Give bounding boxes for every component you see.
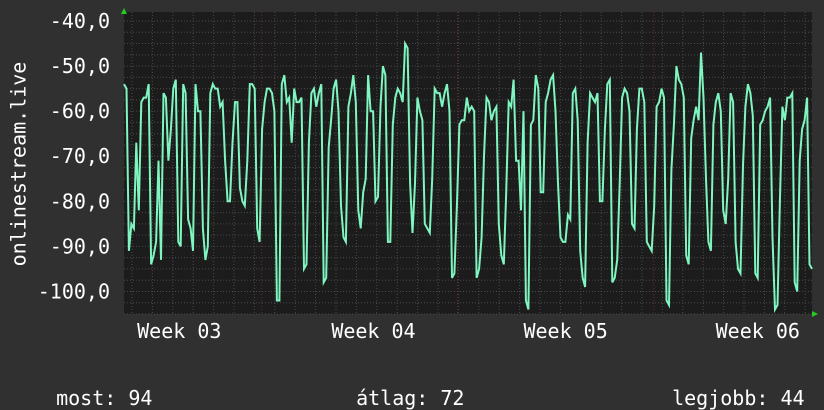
stat-current: most: 94 (32, 362, 152, 410)
x-tick-label: Week 04 (331, 319, 415, 343)
y-tick-label: -90,0 (50, 234, 110, 258)
y-axis-arrow (121, 8, 127, 14)
stat-average-label: átlag: (356, 386, 429, 410)
stat-average-value: 72 (440, 386, 465, 410)
axis-arrows (121, 8, 818, 317)
stat-best: legjobb: 44 (648, 362, 805, 410)
y-axis-label: onlinestream.live (7, 62, 31, 267)
y-axis-ticks: -40,0 -50,0 -60,0 -70,0 -80,0 -90,0 -100,0 (38, 9, 110, 303)
x-tick-label: Week 05 (523, 319, 607, 343)
stat-current-value: 94 (128, 386, 153, 410)
x-tick-label: Week 06 (716, 319, 800, 343)
y-tick-label: -50,0 (50, 54, 110, 78)
stat-best-label: legjobb: (672, 386, 769, 410)
y-tick-label: -60,0 (50, 99, 110, 123)
series-line (123, 40, 813, 314)
stat-average: átlag: 72 (332, 362, 464, 410)
x-tick-label: Week 03 (137, 319, 221, 343)
x-axis-arrow (812, 311, 818, 317)
plot-area (124, 12, 812, 314)
stat-best-value: 44 (780, 386, 805, 410)
y-tick-label: -40,0 (50, 9, 110, 33)
y-tick-label: -70,0 (50, 144, 110, 168)
y-tick-label: -100,0 (38, 279, 110, 303)
stat-current-label: most: (56, 386, 117, 410)
y-tick-label: -80,0 (50, 189, 110, 213)
